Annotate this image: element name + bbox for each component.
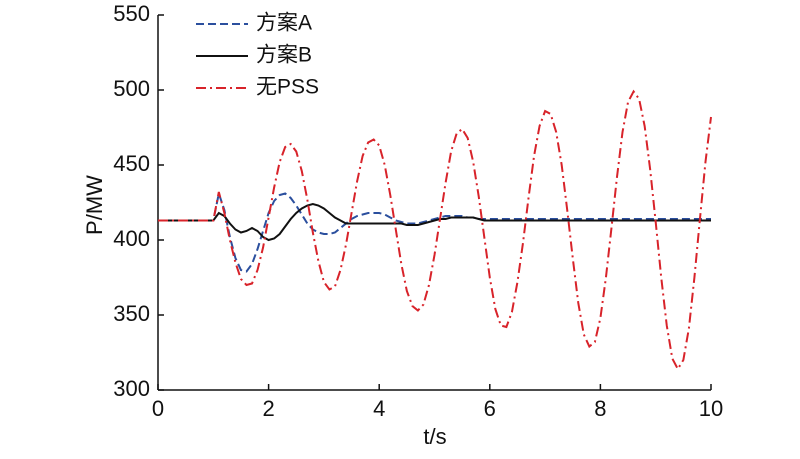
series-line [158,189,711,273]
x-tick-label: 0 [152,396,164,421]
y-tick-label: 450 [113,151,150,176]
x-tick-label: 4 [373,396,385,421]
y-axis-label: P/MW [82,175,107,235]
legend-label: 方案A [256,12,312,35]
y-tick-label: 350 [113,301,150,326]
x-tick-label: 2 [262,396,274,421]
x-tick-label: 10 [699,396,723,421]
x-tick-label: 6 [484,396,496,421]
legend-label: 方案B [256,44,312,67]
y-tick-label: 550 [113,1,150,26]
series-line [158,202,711,242]
series-line [158,89,712,372]
legend-label: 无PSS [256,76,319,99]
y-tick-label: 300 [113,376,150,401]
y-tick-label: 400 [113,226,150,251]
y-tick-label: 500 [113,76,150,101]
x-tick-label: 8 [594,396,606,421]
x-axis-label: t/s [423,424,446,449]
